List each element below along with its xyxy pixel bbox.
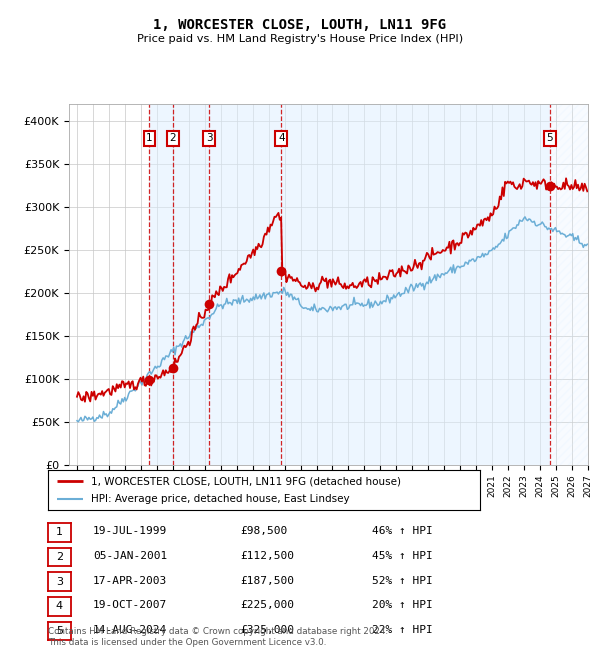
Text: 4: 4	[56, 601, 63, 612]
Text: 14-AUG-2024: 14-AUG-2024	[93, 625, 167, 635]
Text: 19-OCT-2007: 19-OCT-2007	[93, 601, 167, 610]
Text: 3: 3	[206, 133, 212, 144]
Text: 22% ↑ HPI: 22% ↑ HPI	[372, 625, 433, 635]
Text: £98,500: £98,500	[240, 526, 287, 536]
Text: 2: 2	[170, 133, 176, 144]
Text: HPI: Average price, detached house, East Lindsey: HPI: Average price, detached house, East…	[91, 494, 350, 504]
Text: 5: 5	[56, 626, 63, 636]
Text: 46% ↑ HPI: 46% ↑ HPI	[372, 526, 433, 536]
Text: 1: 1	[56, 527, 63, 538]
Text: 5: 5	[547, 133, 553, 144]
Bar	[550, 104, 588, 465]
Text: £112,500: £112,500	[240, 551, 294, 561]
Text: 1: 1	[146, 133, 153, 144]
Text: 3: 3	[56, 577, 63, 587]
Text: 1, WORCESTER CLOSE, LOUTH, LN11 9FG: 1, WORCESTER CLOSE, LOUTH, LN11 9FG	[154, 18, 446, 32]
Text: Contains HM Land Registry data © Crown copyright and database right 2024.
This d: Contains HM Land Registry data © Crown c…	[48, 627, 388, 647]
Text: 2: 2	[56, 552, 63, 562]
Text: 4: 4	[278, 133, 285, 144]
Bar	[209, 104, 281, 465]
Text: 45% ↑ HPI: 45% ↑ HPI	[372, 551, 433, 561]
Text: 52% ↑ HPI: 52% ↑ HPI	[372, 576, 433, 586]
Text: 05-JAN-2001: 05-JAN-2001	[93, 551, 167, 561]
Text: £325,000: £325,000	[240, 625, 294, 635]
Text: 1, WORCESTER CLOSE, LOUTH, LN11 9FG (detached house): 1, WORCESTER CLOSE, LOUTH, LN11 9FG (det…	[91, 476, 401, 486]
Text: Price paid vs. HM Land Registry's House Price Index (HPI): Price paid vs. HM Land Registry's House …	[137, 34, 463, 44]
Text: £187,500: £187,500	[240, 576, 294, 586]
Bar	[149, 104, 173, 465]
Text: 17-APR-2003: 17-APR-2003	[93, 576, 167, 586]
Text: 19-JUL-1999: 19-JUL-1999	[93, 526, 167, 536]
Text: 20% ↑ HPI: 20% ↑ HPI	[372, 601, 433, 610]
Bar	[281, 104, 550, 465]
Bar	[173, 104, 209, 465]
Text: £225,000: £225,000	[240, 601, 294, 610]
